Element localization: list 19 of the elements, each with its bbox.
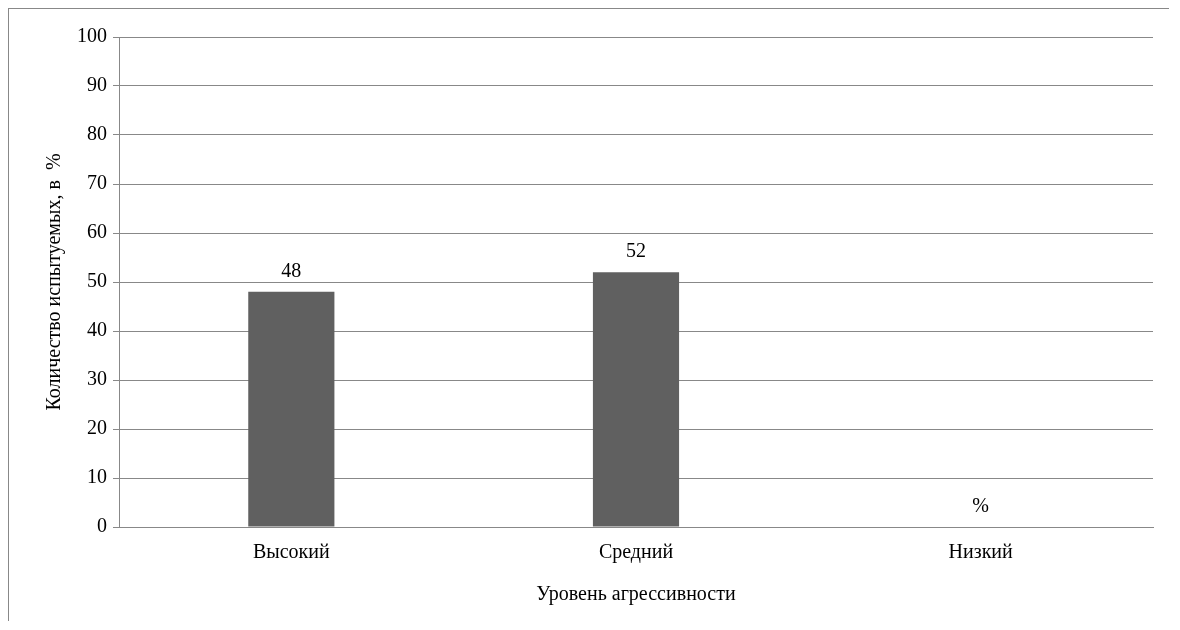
y-tick-label: 30 (87, 367, 107, 390)
data-label: 48 (281, 259, 302, 282)
x-tick-label: Средний (598, 540, 674, 564)
y-tick-label: 80 (87, 122, 107, 145)
x-tick-label: Низкий (948, 540, 1014, 563)
data-label: % (972, 494, 989, 517)
x-tick-label: Высокий (252, 540, 331, 563)
data-label: 52 (626, 239, 646, 262)
x-axis-title: Уровень агрессивности (536, 582, 736, 606)
y-tick-label: 60 (87, 220, 107, 243)
y-tick-label: 50 (87, 269, 107, 292)
y-tick-label: 100 (77, 24, 107, 47)
y-tick-label: 10 (87, 465, 107, 488)
y-tick-label: 40 (87, 318, 107, 341)
y-tick-label: 20 (87, 416, 107, 439)
y-tick-label: 90 (87, 73, 107, 96)
y-tick-label: 0 (97, 514, 107, 537)
y-axis-title: Количество испытуемых, в % (42, 153, 66, 411)
y-tick-label: 70 (87, 171, 107, 194)
